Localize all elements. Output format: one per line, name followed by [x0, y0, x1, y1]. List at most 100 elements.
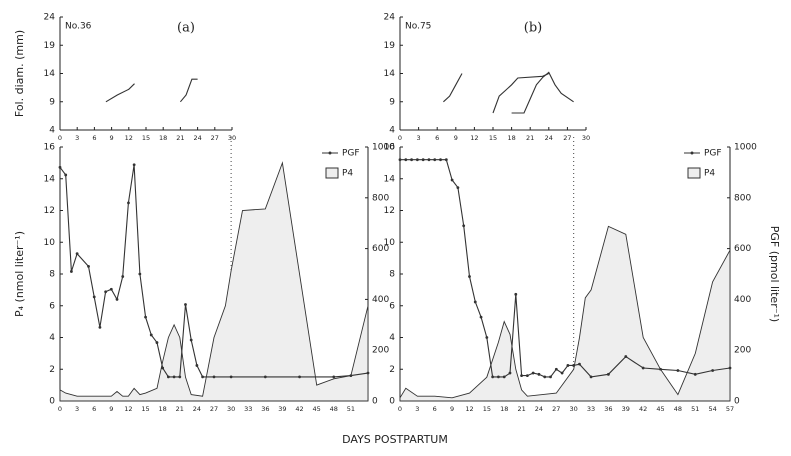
- x-tick-label: 54: [708, 405, 716, 413]
- dot: [349, 374, 353, 377]
- x-tick-label: 6: [435, 134, 439, 142]
- dot: [624, 355, 628, 358]
- dot: [415, 158, 419, 162]
- y-tick-label: 4: [49, 126, 55, 136]
- x-tick-label: 12: [465, 405, 473, 413]
- y2-tick-label: 1000: [372, 143, 395, 153]
- x-tick-label: 24: [193, 134, 201, 142]
- y2-tick-label: 400: [734, 295, 751, 305]
- x-tick-label: 39: [622, 405, 630, 413]
- dot: [444, 158, 448, 162]
- dot: [104, 290, 108, 294]
- y-tick-label: 14: [44, 69, 56, 79]
- y2-tick-label: 600: [734, 244, 751, 254]
- x-tick-label: 6: [433, 405, 437, 413]
- line: [59, 164, 369, 378]
- legend-swatch: [690, 151, 694, 155]
- dot: [404, 158, 408, 162]
- x-tick-label: 9: [450, 405, 454, 413]
- y2-tick-label: 0: [734, 397, 740, 407]
- x-tick-label: 18: [507, 134, 515, 142]
- dot: [543, 375, 547, 379]
- dot: [58, 165, 62, 169]
- y-tick-label: 14: [44, 174, 56, 184]
- x-tick-label: 45: [656, 405, 664, 413]
- dot: [578, 362, 581, 366]
- x-tick-label: 42: [295, 405, 303, 413]
- x-tick-label: 36: [604, 405, 612, 413]
- dot: [537, 372, 541, 376]
- y-tick-label: 6: [49, 301, 55, 311]
- legend-label: PGF: [704, 149, 722, 159]
- y-tick-label: 8: [49, 270, 55, 280]
- dot: [676, 369, 680, 372]
- dot: [462, 224, 466, 228]
- y2-tick-label: 400: [372, 295, 389, 305]
- dot: [589, 375, 593, 379]
- dot: [607, 372, 610, 376]
- dot: [439, 158, 442, 162]
- dot: [450, 178, 454, 182]
- x-tick-label: 3: [415, 405, 419, 413]
- dot: [70, 270, 73, 273]
- legend-swatch: [328, 151, 332, 155]
- x-tick-label: 33: [587, 405, 595, 413]
- x-tick-label: 6: [92, 405, 96, 413]
- dot: [659, 367, 662, 371]
- legend-swatch: [687, 167, 701, 179]
- dot: [468, 275, 471, 278]
- x-tick-label: 30: [227, 405, 235, 413]
- y-tick-label: 16: [384, 143, 396, 153]
- panel-label: (b): [524, 21, 542, 36]
- dot: [98, 325, 102, 329]
- x-tick-label: 30: [582, 134, 590, 142]
- dot: [138, 272, 142, 276]
- area: [59, 161, 369, 402]
- dot: [520, 374, 523, 377]
- dot: [184, 303, 187, 306]
- y-tick-label: 10: [44, 238, 56, 248]
- y-tick-label: 2: [389, 365, 395, 375]
- x-tick-label: 45: [313, 405, 321, 413]
- x-tick-label: 18: [500, 405, 508, 413]
- dot: [366, 371, 370, 375]
- x-tick-label: 0: [398, 134, 402, 142]
- line: [105, 83, 135, 103]
- x-tick-label: 24: [535, 405, 543, 413]
- area: [399, 225, 731, 402]
- x-tick-label: 6: [92, 134, 96, 142]
- y2-tick-label: 200: [734, 346, 751, 356]
- line: [400, 159, 731, 378]
- dot: [109, 287, 113, 291]
- dot: [332, 375, 336, 379]
- x-tick-label: 21: [526, 134, 534, 142]
- dot: [212, 375, 216, 379]
- x-tick-label: 12: [125, 134, 133, 142]
- y-tick-label: 2: [49, 365, 55, 375]
- dot: [178, 375, 182, 379]
- dot: [641, 366, 645, 370]
- dot: [92, 295, 96, 299]
- dot: [421, 158, 425, 162]
- y-tick-label: 0: [49, 397, 55, 407]
- dot: [229, 375, 233, 379]
- x-tick-label: 9: [454, 134, 458, 142]
- dot: [189, 338, 193, 342]
- dot: [566, 364, 570, 367]
- dot: [132, 163, 136, 167]
- y-tick-label: 8: [389, 270, 395, 280]
- dot: [195, 364, 199, 367]
- y-tick-label: 14: [384, 174, 396, 184]
- x-tick-label: 18: [159, 134, 167, 142]
- dot: [728, 366, 732, 370]
- y-tick-label: 4: [389, 333, 395, 343]
- x-axis-title: DAYS POSTPARTUM: [342, 433, 448, 446]
- y-tick-label: 19: [384, 41, 396, 51]
- y-tick-label: 4: [49, 333, 55, 343]
- x-tick-label: 30: [570, 405, 578, 413]
- legend-swatch: [325, 167, 339, 179]
- x-tick-label: 33: [244, 405, 252, 413]
- line: [443, 73, 463, 103]
- x-tick-label: 39: [278, 405, 286, 413]
